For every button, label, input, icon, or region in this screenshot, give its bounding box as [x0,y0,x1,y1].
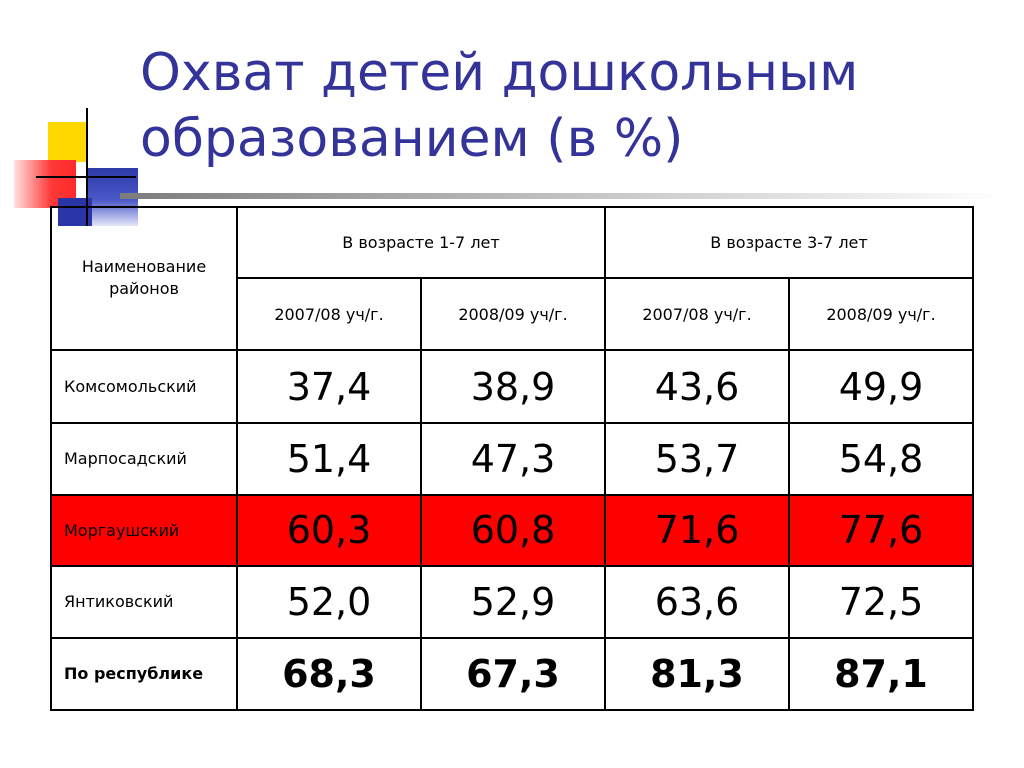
value-cell: 52,9 [420,565,606,639]
district-name: Моргаушский [50,493,238,568]
group-header-3-7: В возрасте 3-7 лет [604,205,974,280]
value-cell: 51,4 [236,422,422,496]
district-name: Янтиковский [50,565,238,639]
value-cell: 43,6 [604,348,790,425]
slide-title: Охват детей дошкольным образованием (в %… [140,40,1000,172]
horizontal-line [36,176,136,178]
table-row: Янтиковский 52,0 52,9 63,6 72,5 [50,565,974,639]
total-value-cell: 67,3 [420,636,606,712]
year-header: 2008/09 уч/г. [788,277,974,351]
value-cell: 60,8 [420,493,606,568]
value-cell: 52,0 [236,565,422,639]
decorative-corner-graphic [0,0,150,240]
table-year-row: 2007/08 уч/г. 2008/09 уч/г. 2007/08 уч/г… [51,277,974,351]
value-cell: 60,3 [236,493,422,568]
year-header: 2008/09 уч/г. [420,277,606,351]
value-cell: 72,5 [788,565,974,639]
value-cell: 47,3 [420,422,606,496]
district-name: Комсомольский [50,348,238,425]
table-row: Комсомольский 37,4 38,9 43,6 49,9 [50,348,974,425]
total-value-cell: 87,1 [788,636,974,712]
value-cell: 38,9 [420,348,606,425]
value-cell: 63,6 [604,565,790,639]
yellow-square [48,122,88,162]
total-label: По республике [50,636,238,712]
value-cell: 71,6 [604,493,790,568]
group-header-1-7: В возрасте 1-7 лет [236,205,606,280]
total-value-cell: 68,3 [236,636,422,712]
value-cell: 49,9 [788,348,974,425]
title-divider [120,193,1006,199]
year-header: 2007/08 уч/г. [604,277,790,351]
district-header: Наименование районов [50,206,238,351]
value-cell: 77,6 [788,493,974,568]
coverage-table: Наименование районов В возрасте 1-7 лет … [50,205,974,712]
title-line-2: образованием (в %) [140,109,684,169]
value-cell: 37,4 [236,348,422,425]
year-header: 2007/08 уч/г. [236,277,422,351]
table-row-highlighted: Моргаушский 60,3 60,8 71,6 77,6 [50,493,974,568]
table-row: Марпосадский 51,4 47,3 53,7 54,8 [50,422,974,496]
vertical-line [86,108,88,226]
table-header-row: Наименование районов В возрасте 1-7 лет … [50,205,974,351]
value-cell: 54,8 [788,422,974,496]
value-cell: 53,7 [604,422,790,496]
district-name: Марпосадский [50,422,238,496]
title-line-1: Охват детей дошкольным [140,43,859,103]
total-value-cell: 81,3 [604,636,790,712]
table-total-row: По республике 68,3 67,3 81,3 87,1 [50,636,974,712]
